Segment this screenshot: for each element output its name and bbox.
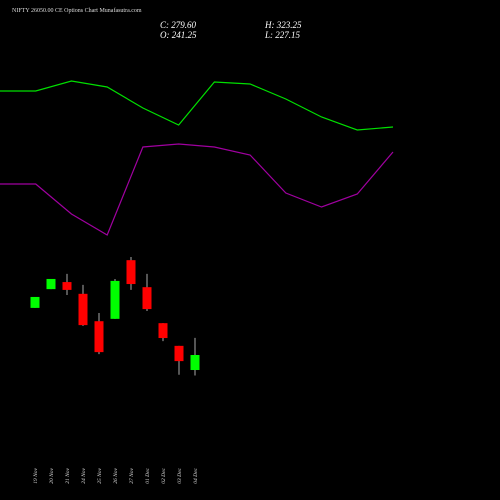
open-label: O: 241.25 <box>160 30 197 40</box>
x-tick-label: 01 Dec <box>145 467 151 483</box>
x-tick-label: 03 Dec <box>177 467 183 483</box>
high-label: H: 323.25 <box>264 20 302 30</box>
x-tick-label: 20 Nov <box>49 467 55 483</box>
chart-title: NIFTY 26050.00 CE Options Chart Munafasu… <box>12 7 142 14</box>
indicator-line <box>0 143 394 236</box>
x-tick-label: 25 Nov <box>97 467 103 483</box>
candle-body <box>174 345 184 362</box>
x-tick-label: 02 Dec <box>161 467 167 483</box>
candle-body <box>158 323 168 339</box>
low-label: L: 227.15 <box>264 30 301 40</box>
candle-body <box>110 280 120 319</box>
candle-body <box>126 260 136 285</box>
candle-body <box>78 293 88 326</box>
candle-body <box>62 282 72 290</box>
x-tick-label: 24 Nov <box>80 467 87 483</box>
x-tick-label: 19 Nov <box>33 467 39 483</box>
x-tick-label: 27 Nov <box>129 467 135 483</box>
candle-body <box>190 355 200 371</box>
indicator-line <box>0 80 394 131</box>
x-tick-label: 26 Nov <box>113 467 119 483</box>
x-tick-label: 21 Nov <box>65 467 71 483</box>
candle-body <box>142 287 152 310</box>
candle-body <box>30 296 40 308</box>
candle-body <box>46 278 56 290</box>
candle-body <box>94 321 104 353</box>
close-label: C: 279.60 <box>160 20 197 30</box>
x-tick-label: 04 Dec <box>192 467 199 483</box>
